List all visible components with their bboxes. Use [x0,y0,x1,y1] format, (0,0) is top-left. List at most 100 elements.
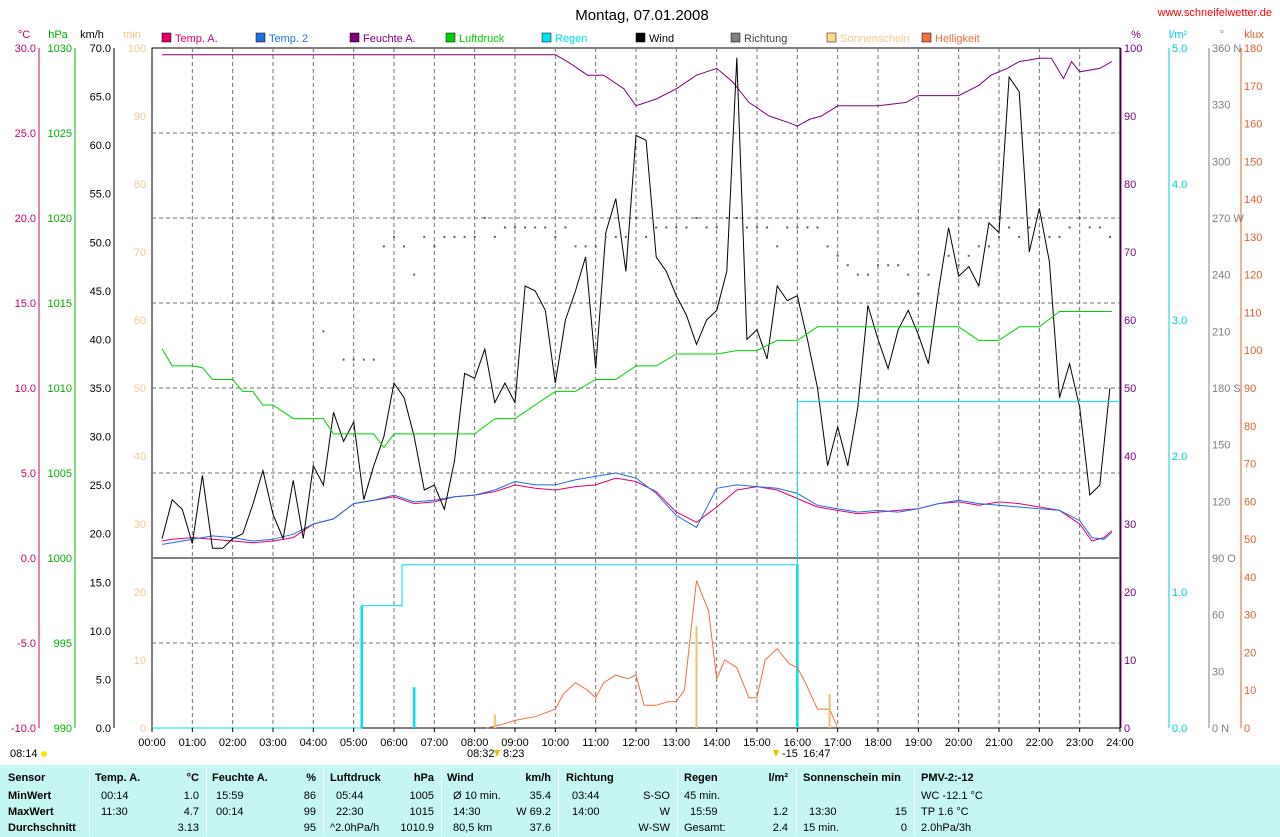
richtung-point [493,235,496,238]
sunset-marker-icon [773,750,779,757]
x-tick-label: 17:00 [824,737,852,749]
left-axis-tick: 0.0 [96,723,111,735]
stats-feuchte-avg: 95 [303,822,316,834]
left-axis-tick: 60 [134,315,146,327]
right-axis-tick: 60 [1124,315,1136,327]
stats-panel: Sensor MinWert MaxWert Durchschnitt Temp… [0,765,1280,837]
left-axis-tick: 45.0 [90,286,111,298]
stats-regen-header: Regen [684,772,718,784]
richtung-point [705,226,708,229]
left-axis-tick: 5.0 [21,468,36,480]
stats-druck-max: 1015 [409,806,434,818]
stats-wind-min: 35.4 [529,790,551,802]
richtung-point [977,245,980,248]
stats-richtung-min: S-SO [643,790,670,802]
richtung-point [544,226,547,229]
richtung-point [645,235,648,238]
x-tick-label: 19:00 [905,737,933,749]
richtung-point [372,358,375,361]
stats-regen-unit: l/m² [768,772,788,784]
richtung-point [715,226,718,229]
right-axis-tick: 150 [1212,440,1230,452]
left-axis-tick: 20 [134,587,146,599]
stats-regen-max: 1.2 [772,806,788,818]
right-axis-tick: 110 [1244,307,1262,319]
x-axis: 00:00 01:00 02:00 03:00 04:00 05:00 06:00 07:00… [138,728,1134,749]
left-axis-unit: min [123,29,141,41]
legend-swatch [161,32,172,43]
right-axis-tick: 4.0 [1172,179,1187,191]
x-tick-label: 16:00 [784,737,812,749]
stats-row-label: MaxWert [8,806,54,818]
axes: 30.025.020.015.010.05.00.0-5.0-10.010301… [11,43,1262,735]
right-axis-tick: 160 [1244,119,1262,131]
stats-richtung-header: Richtung [566,772,614,784]
right-axis-tick: 50 [1244,534,1256,546]
left-axis-tick: 100 [128,43,146,55]
stats-pmv-tp: TP 1.6 °C [921,806,969,818]
left-axis-tick: 10.0 [15,383,36,395]
legend-label: Luftdruck [459,33,505,45]
stats-sonne-col: Sonnenschein min 13:30 15 15 min. 0 [803,765,911,837]
x-tick-label: 09:00 [501,737,529,749]
right-axis-tick: 140 [1244,194,1262,206]
legend-label: Wind [649,33,674,45]
right-axis-tick: 0 [1124,723,1130,735]
left-axis-unit: °C [18,29,30,41]
richtung-point [735,217,738,219]
stats-separator [914,768,915,836]
stats-sensor-col: Sensor MinWert MaxWert Durchschnitt [8,765,88,837]
x-tick-label: 20:00 [945,737,973,749]
right-axis-tick: 90 [1244,383,1256,395]
stats-temp-min-time: 00:14 [101,790,129,802]
right-axis-tick: 80 [1244,421,1256,433]
stats-feuchte-min: 86 [303,790,316,802]
stats-pmv-wc: WC -12.1 °C [921,790,983,802]
right-axis-tick: 3.0 [1172,315,1187,327]
richtung-point [503,226,506,229]
right-axis-tick: 80 [1124,179,1136,191]
legend-label: Temp. 2 [269,33,308,45]
richtung-point [1048,235,1051,238]
stats-sensor-header: Sensor [8,772,46,784]
richtung-point [796,226,799,229]
richtung-point [856,273,859,276]
right-axis-tick: 30 [1124,519,1136,531]
right-axis-unit: l/m² [1169,29,1188,41]
site-url[interactable]: www.schneifelwetter.de [1157,7,1272,19]
right-axis-tick: 30 [1244,610,1256,622]
richtung-point [836,254,839,257]
richtung-point [433,245,436,248]
richtung-point [927,273,930,276]
richtung-point [483,217,486,219]
richtung-point [685,226,688,229]
legend-swatch [730,32,741,43]
stats-separator [796,768,797,836]
right-axis-tick: 40 [1124,451,1136,463]
left-axis-tick: 10.0 [90,626,111,638]
legend-label: Temp. A. [175,33,218,45]
richtung-point [584,245,587,248]
left-axis-tick: 70 [134,247,146,259]
right-axis-tick: 60 [1244,496,1256,508]
right-axis-tick: 40 [1244,572,1256,584]
left-axis-tick: 30.0 [15,43,36,55]
legend-swatch [445,32,456,43]
richtung-point [776,245,779,248]
x-tick-label: 14:00 [703,737,731,749]
legend: Temp. A. Temp. 2 Feuchte A. Luftdruck Regen W… [161,32,980,45]
right-axis-unit: klux [1244,29,1264,41]
stats-druck-unit: hPa [413,772,434,784]
richtung-point [1078,217,1081,219]
left-axis-tick: 90 [134,111,146,123]
right-axis-tick: 90 [1124,111,1136,123]
richtung-point [866,273,869,276]
legend-swatch [921,32,932,43]
left-axis-tick: 1030 [48,43,72,55]
right-axis-tick: 70 [1244,459,1256,471]
x-tick-label: 07:00 [421,737,449,749]
richtung-point [665,226,668,229]
left-axis-tick: 995 [54,638,72,650]
richtung-point [393,235,395,238]
right-axis-tick: 10 [1244,685,1256,697]
